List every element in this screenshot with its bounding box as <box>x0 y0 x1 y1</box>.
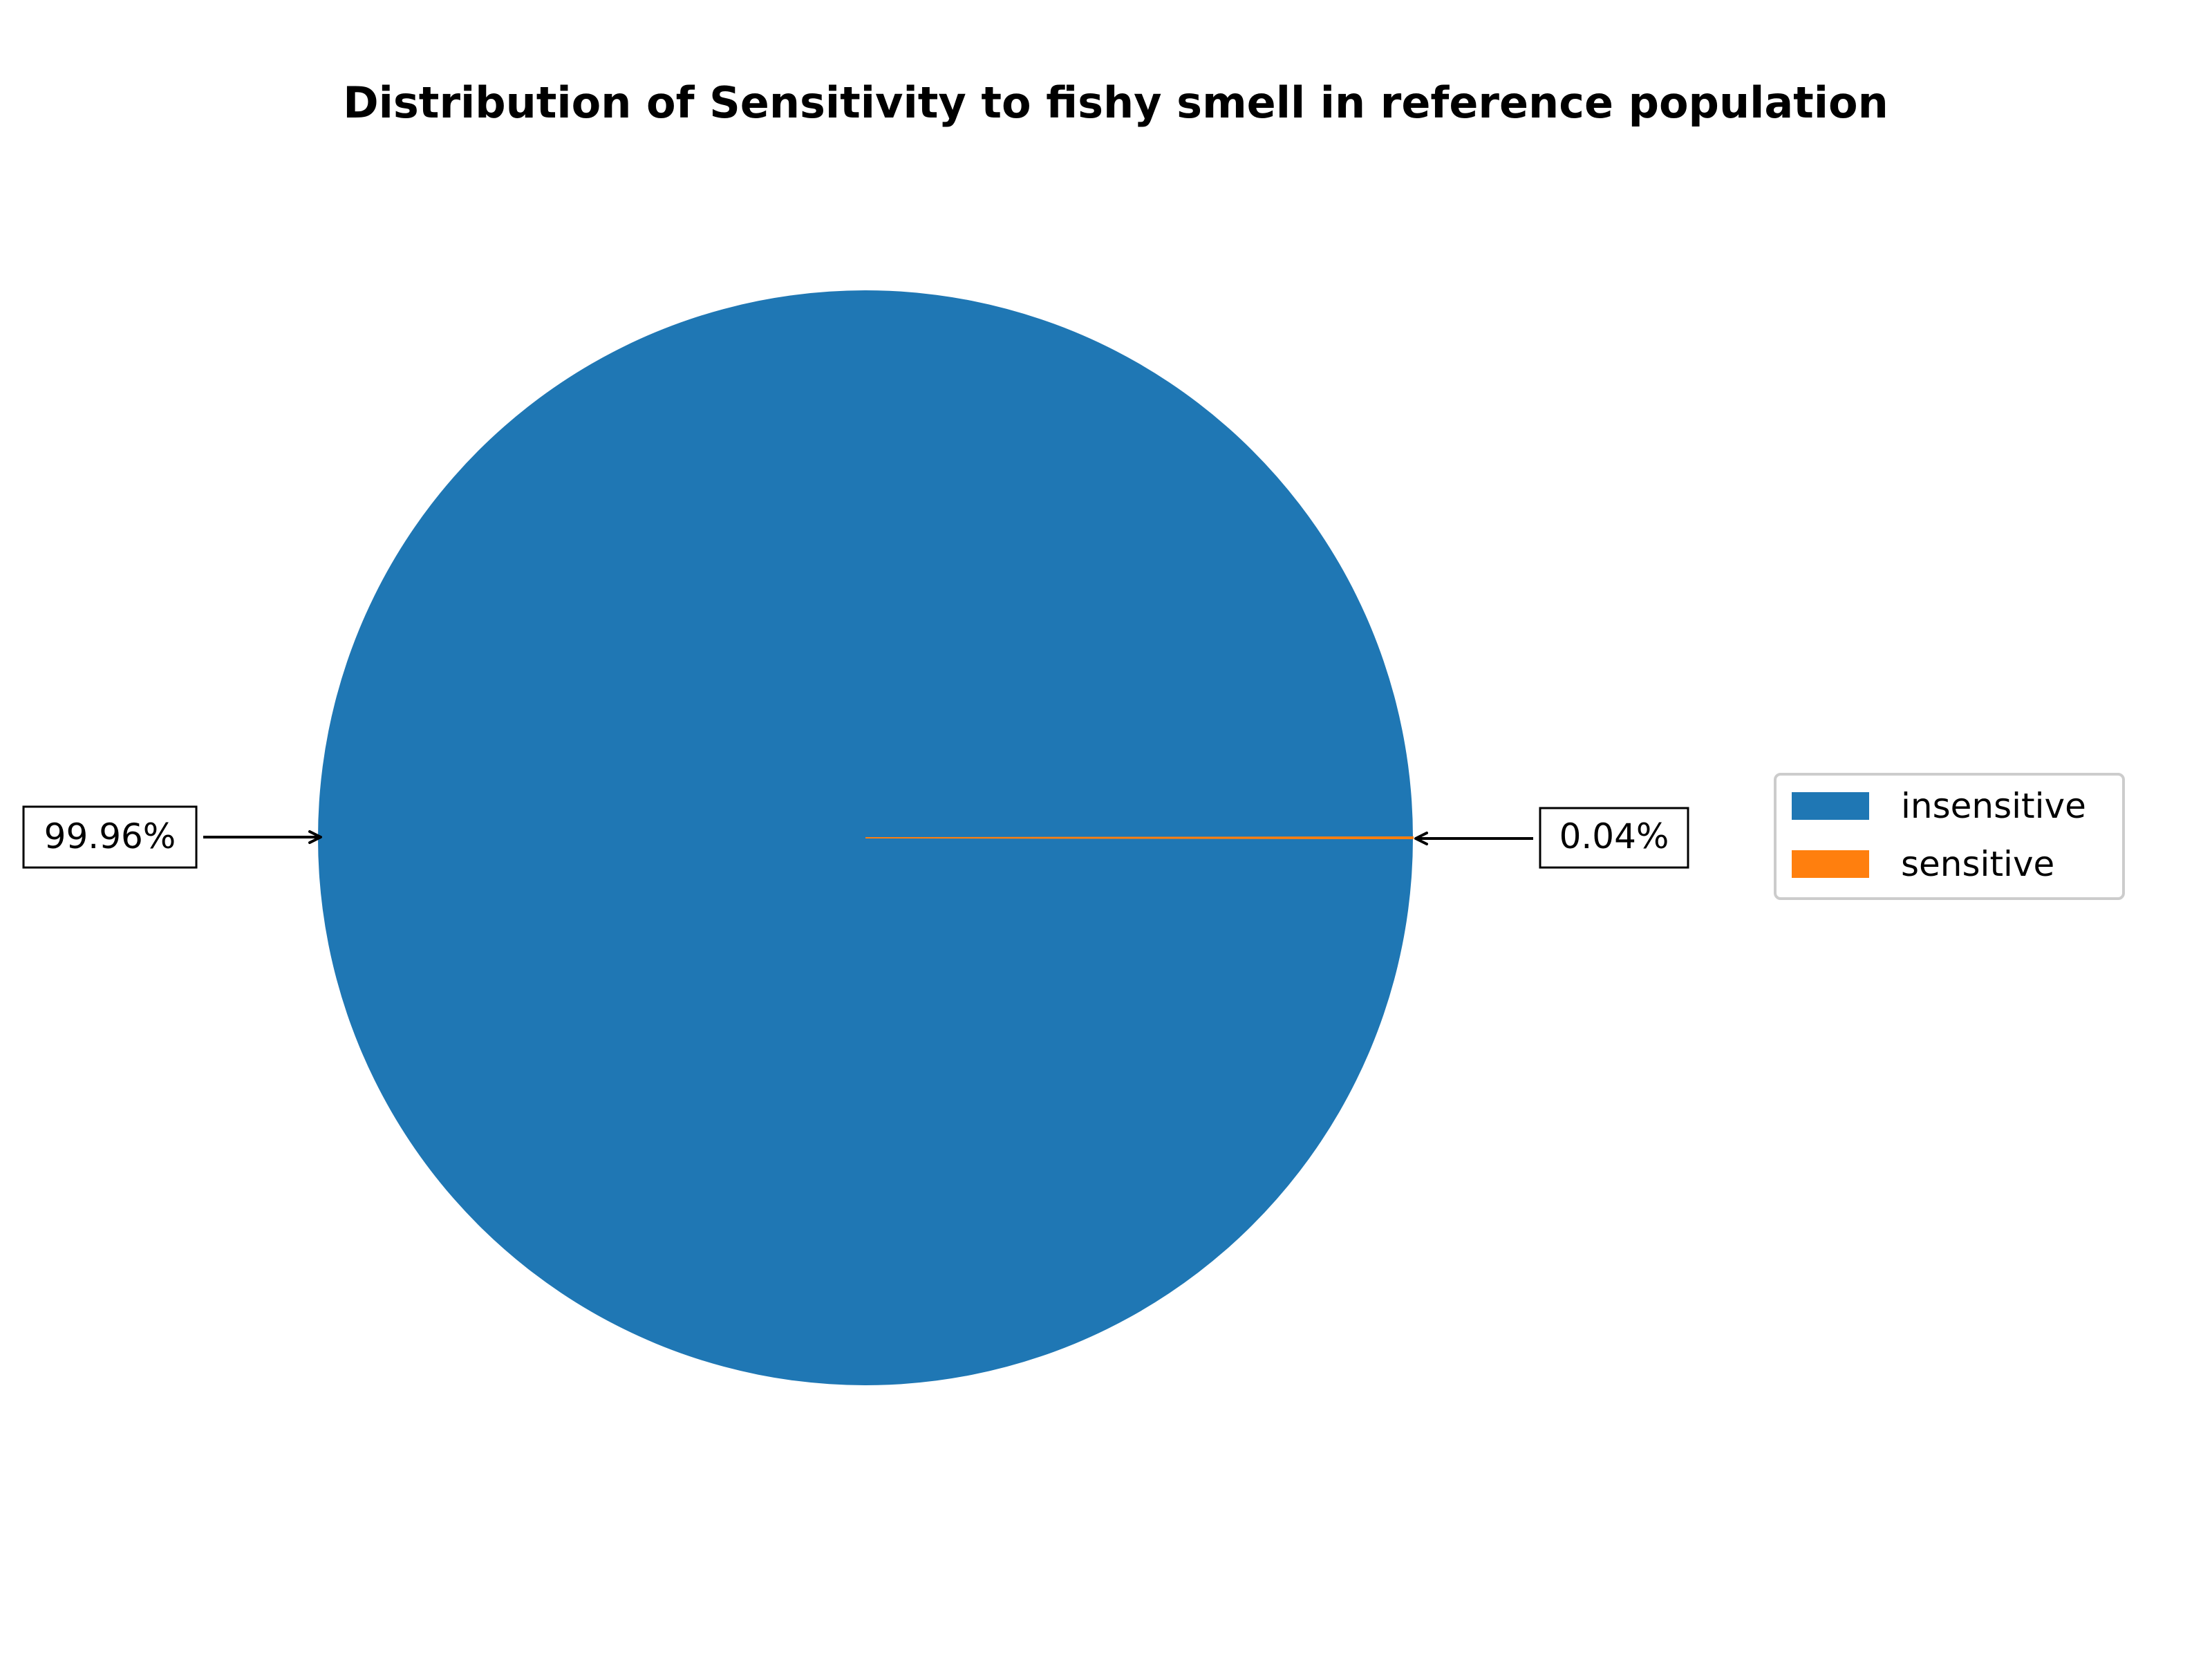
pie-slice-insensitive <box>317 290 1413 1385</box>
pie-slice-sensitive <box>865 836 1414 840</box>
slice-label-text: 99.96% <box>44 816 176 856</box>
legend-swatch <box>1792 850 1869 878</box>
label-box <box>22 805 198 869</box>
legend-label: sensitive <box>1901 844 2054 884</box>
legend-item-insensitive: insensitive <box>1792 786 2086 826</box>
legend-swatch <box>1792 792 1869 820</box>
chart-title: Distribution of Sensitivity to fishy sme… <box>343 77 1888 128</box>
pie-slices <box>317 290 1414 1385</box>
slice-label-text: 0.04% <box>1559 816 1669 856</box>
slice-label-insensitive: 99.96% <box>22 805 322 869</box>
legend-item-sensitive: sensitive <box>1792 844 2054 884</box>
legend: insensitive sensitive <box>1774 773 2125 900</box>
slice-labels: 99.96% 0.04% <box>22 805 1689 869</box>
slice-label-sensitive: 0.04% <box>1414 807 1689 869</box>
legend-label: insensitive <box>1901 786 2086 826</box>
label-box <box>1539 807 1689 869</box>
